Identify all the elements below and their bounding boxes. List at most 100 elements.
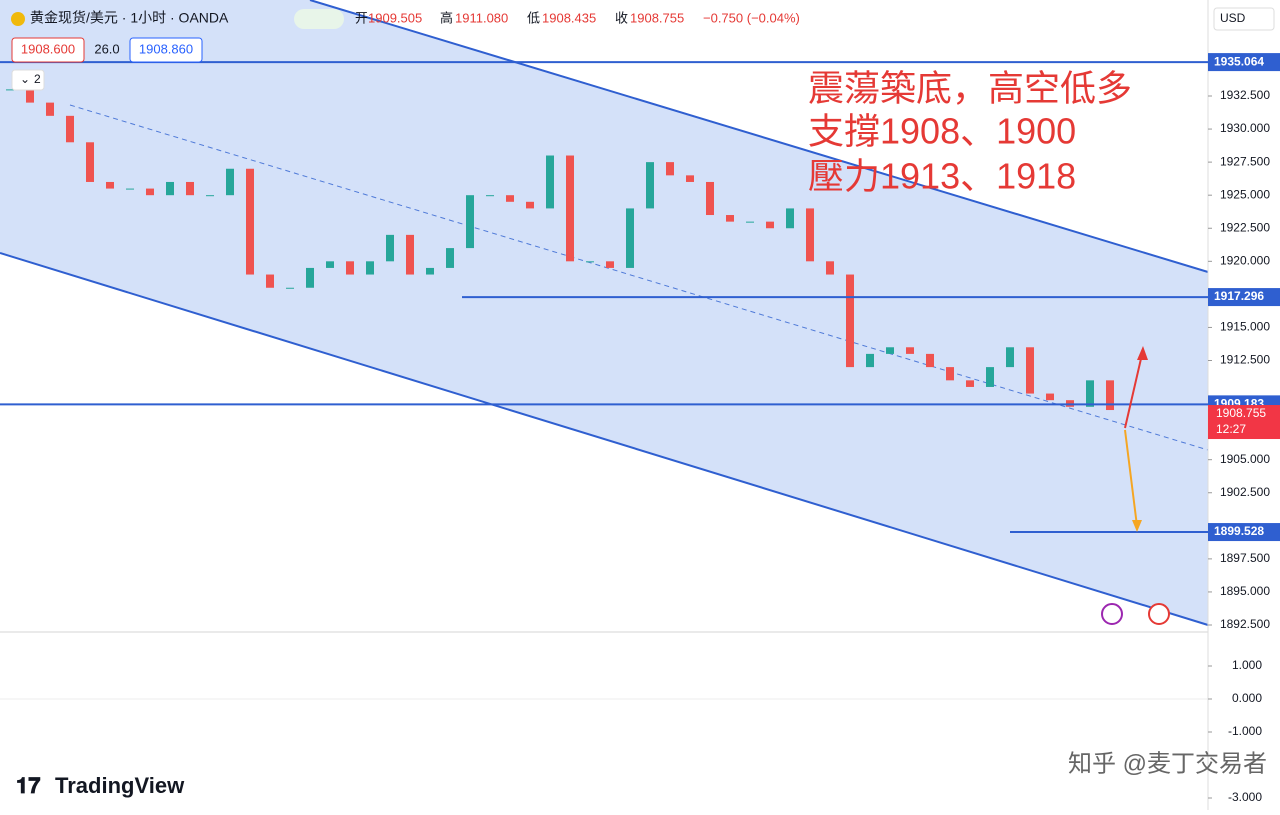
y-tick-label: 1930.000 [1220,121,1270,135]
close-label: 收 [615,10,628,25]
candle [1106,380,1114,411]
symbol-icon [11,12,25,26]
macd-tick-label: 0.000 [1232,691,1262,705]
candles [6,89,1114,411]
ask: 1908.860 [139,41,193,56]
sell-box[interactable] [11,37,85,63]
event-icon[interactable] [1101,603,1123,625]
candle [666,162,674,176]
price-label: 1908.755 [1216,406,1266,420]
macd-tick-label: -3.000 [1228,790,1262,804]
candle [766,221,774,229]
candle [826,261,834,275]
level-tag [1208,523,1280,542]
candle [786,208,794,229]
channel-upper [309,0,1209,273]
candle [946,367,954,381]
currency-button[interactable] [1213,7,1275,31]
y-tick-label: 1892.500 [1220,617,1270,631]
ohlc: 开 1909.505 高 1911.080 低 1908.435 收 1908.… [355,10,800,25]
change: −0.750 (−0.04%) [703,10,800,25]
y-tick-label: 1912.500 [1220,353,1270,367]
candle [926,353,934,368]
y-tick-label: 1925.000 [1220,187,1270,201]
candle [346,261,354,275]
price-tag [1208,405,1280,440]
candle [306,267,314,288]
candle [26,89,34,103]
candle [586,261,594,263]
spread: 26.0 [94,41,119,56]
y-tick-label: 1922.500 [1220,220,1270,234]
candle [506,195,514,202]
arrow-down [1124,429,1138,527]
open: 1909.505 [368,10,422,25]
channel-mid [69,104,1209,451]
candle [106,181,114,189]
arrow-up [1124,349,1144,429]
open-label: 开 [355,10,368,25]
candle [6,89,14,91]
candle [326,261,334,268]
symbol: 黄金现货/美元 · 1小时 · OANDA [30,10,229,26]
status-pill[interactable] [294,9,344,29]
candle [866,353,874,368]
candle [386,234,394,262]
candle [606,261,614,268]
brand: TradingView [55,773,185,798]
y-tick-label: 1932.500 [1220,88,1270,102]
candle [366,261,374,275]
candle [726,215,734,222]
candle [526,201,534,209]
indicator-toggle[interactable] [11,69,45,91]
close: 1908.755 [630,10,684,25]
candle [1026,347,1034,394]
candle [986,367,994,387]
candle [966,380,974,387]
candle [226,168,234,196]
y-tick-label: 1902.500 [1220,485,1270,499]
macd-tick-label: -1.000 [1228,724,1262,738]
channel-fill [0,0,1208,625]
high-label: 高 [440,10,453,25]
candle [66,115,74,143]
candle [646,162,654,209]
y-tick-label: 1915.000 [1220,320,1270,334]
buy-box[interactable] [129,37,203,63]
countdown: 12:27 [1216,422,1246,436]
candle [426,267,434,275]
y-tick-label: 1897.500 [1220,551,1270,565]
candle [566,155,574,262]
annotation: 震蕩築底，高空低多 支撐1908、1900 壓力1913、1918 [808,68,1132,197]
level-label: 1917.296 [1214,289,1264,303]
candle [186,181,194,196]
candle [846,274,854,368]
level-tag [1208,288,1280,307]
bid: 1908.600 [21,41,75,56]
candle [446,248,454,268]
candle [246,168,254,275]
candle [1046,393,1054,401]
indicators-count: 2 [34,72,41,86]
axis-ticks: 1932.500 1930.000 1927.500 1925.000 1922.500… [1208,88,1270,804]
candle [746,221,754,223]
channel-lower [0,252,1209,626]
annotation-line: 震蕩築底，高空低多 [808,68,1132,109]
low: 1908.435 [542,10,596,25]
level-tag [1208,53,1280,72]
low-label: 低 [527,10,540,25]
annotation-line: 壓力1913、1918 [808,156,1076,197]
candle [146,188,154,196]
chevron: ⌄ [20,72,30,86]
levels: 1935.0641917.2961909.1831899.5281908.755… [0,53,1280,542]
candle [46,102,54,116]
candle [466,195,474,249]
currency: USD [1220,11,1246,25]
candle [166,181,174,196]
flag-icon[interactable] [1148,603,1170,625]
candle [906,347,914,354]
y-tick-label: 1920.000 [1220,253,1270,267]
high: 1911.080 [455,10,508,25]
candle [206,195,214,197]
